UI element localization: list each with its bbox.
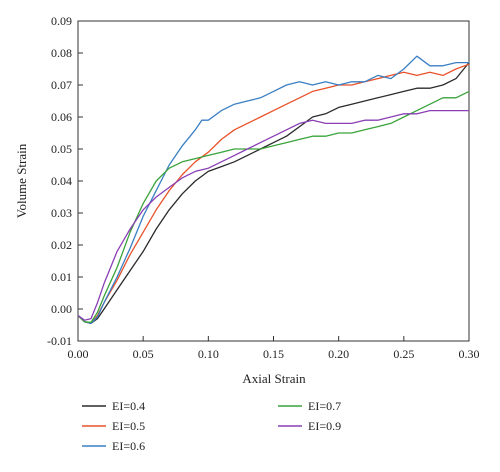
y-tick-label: 0.02 xyxy=(51,238,72,252)
series-line-ei-0-4 xyxy=(77,62,470,325)
y-tick-label: -0.01 xyxy=(47,334,72,348)
y-tick-label: 0.09 xyxy=(51,14,72,28)
y-tick-label: 0.03 xyxy=(51,206,72,220)
y-tick-label: 0.04 xyxy=(51,174,72,188)
series-line-ei-0-7 xyxy=(77,90,470,324)
y-tick-label: 0.08 xyxy=(51,46,72,60)
x-tick-label: 0.00 xyxy=(68,347,89,361)
y-tick-label: 0.01 xyxy=(51,270,72,284)
x-tick-label: 0.25 xyxy=(393,347,414,361)
x-axis-ticks: 0.00 0.05 0.10 0.15 0.20 0.25 0.30 xyxy=(68,336,480,361)
y-axis-ticks: -0.01 0.00 0.01 0.02 0.03 0.04 0.05 0.06 0.07 0.0… xyxy=(47,14,83,348)
series-lines xyxy=(77,55,470,325)
plot-frame xyxy=(77,20,470,342)
series-line-ei-0-6 xyxy=(77,55,469,325)
x-tick-label: 0.05 xyxy=(133,347,154,361)
x-tick-label: 0.15 xyxy=(263,347,284,361)
y-axis-label: Volume Strain xyxy=(14,143,29,218)
x-tick-label: 0.10 xyxy=(198,347,219,361)
legend-label: EI=0.4 xyxy=(112,399,145,413)
x-tick-label: 0.30 xyxy=(459,347,480,361)
legend: EI=0.4 EI=0.5 EI=0.6 EI=0.7 EI=0.9 xyxy=(82,399,341,453)
legend-label: EI=0.6 xyxy=(112,439,145,453)
legend-label: EI=0.5 xyxy=(112,419,145,433)
x-tick-label: 0.20 xyxy=(328,347,349,361)
series-line-ei-0-9 xyxy=(77,109,469,321)
legend-label: EI=0.9 xyxy=(308,419,341,433)
x-axis-label: Axial Strain xyxy=(242,371,306,386)
series-line-ei-0-5 xyxy=(77,63,470,325)
y-tick-label: 0.07 xyxy=(51,78,72,92)
y-tick-label: 0.00 xyxy=(51,302,72,316)
y-tick-label: 0.06 xyxy=(51,110,72,124)
legend-label: EI=0.7 xyxy=(308,399,341,413)
y-tick-label: 0.05 xyxy=(51,142,72,156)
